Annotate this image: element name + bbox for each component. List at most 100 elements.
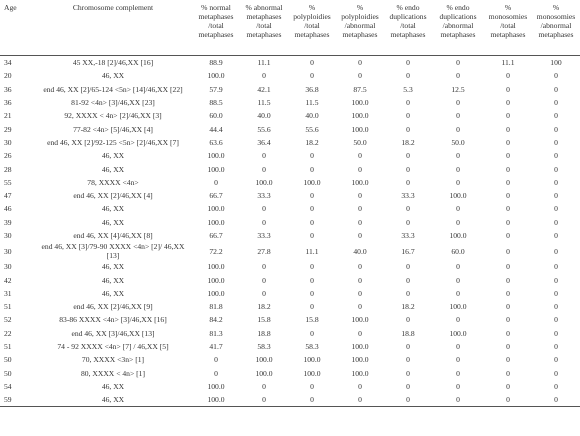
value-cell: 0: [358, 328, 362, 338]
age-cell: 30: [4, 262, 12, 272]
value-cell: 66.7: [209, 231, 223, 240]
value-cell: 0: [358, 71, 362, 81]
value-cell: 0: [554, 217, 558, 227]
complement-cell: 83-86 XXXX <4n> [3]/46,XX [16]: [59, 315, 167, 325]
value-cell: 60.0: [451, 246, 465, 256]
value-cell: 0: [506, 368, 510, 378]
value-cell: 18.2: [305, 137, 319, 147]
value-cell: 0: [214, 368, 218, 378]
value-cell: 18.8: [401, 328, 415, 338]
age-cell: 36: [4, 98, 12, 108]
table-row: 29 77-82 <4n> [5]/46,XX [4] 44.4 55.6 55.6 10…: [0, 122, 580, 135]
age-cell: 31: [4, 288, 12, 298]
value-cell: 100.0: [351, 124, 369, 134]
table-row: 36 end 46, XX [2]/65-124 <5n> [14]/46,XX …: [0, 83, 580, 96]
value-cell: 100.0: [207, 204, 225, 214]
age-cell: 50: [4, 368, 12, 378]
value-cell: 0: [554, 328, 558, 338]
value-cell: 0: [406, 151, 410, 161]
value-cell: 0: [310, 204, 314, 214]
age-cell: 51: [4, 302, 12, 312]
age-cell: 50: [4, 355, 12, 365]
table-row: 46 46, XX 100.0 0 0 0 0 0 0 0: [0, 202, 580, 215]
value-cell: 0: [406, 111, 410, 121]
value-cell: 0: [506, 111, 510, 121]
value-cell: 0: [384, 393, 432, 408]
value-cell: 0: [310, 275, 314, 285]
table-row: 28 46, XX 100.0 0 0 0 0 0 0 0: [0, 162, 580, 175]
value-cell: 0: [554, 137, 558, 147]
value-cell: 81.8: [209, 302, 223, 312]
value-cell: 100.0: [255, 368, 273, 378]
value-cell: 36.8: [305, 84, 319, 94]
value-cell: 0: [406, 177, 410, 187]
value-cell: 100.0: [303, 355, 321, 365]
value-cell: 0: [456, 381, 460, 391]
value-cell: 40.0: [305, 111, 319, 121]
value-cell: 0: [506, 164, 510, 174]
value-cell: 50.0: [353, 137, 367, 147]
header-row: Age Chromosome complement% normal metapha…: [0, 0, 580, 56]
value-cell: 11.1: [257, 58, 271, 68]
age-cell: 34: [4, 58, 12, 68]
complement-cell: 70, XXXX <3n> [1]: [81, 355, 145, 365]
value-cell: 11.5: [257, 98, 271, 108]
age-cell: 46: [4, 204, 12, 214]
value-cell: 0: [310, 381, 314, 391]
table-row: 30 end 46, XX [2]/92-125 <5n> [2]/46,XX […: [0, 136, 580, 149]
value-cell: 0: [506, 191, 510, 201]
value-cell: 100.0: [351, 111, 369, 121]
complement-cell: 81-92 <4n> [3]/46,XX [23]: [71, 98, 155, 108]
value-cell: 100.0: [351, 355, 369, 365]
complement-cell: end 46, XX [2]/92-125 <5n> [2]/46,XX [7]: [47, 137, 179, 147]
value-cell: 18.2: [401, 137, 415, 147]
complement-cell: 80, XXXX < 4n> [1]: [80, 368, 146, 378]
value-cell: 100.0: [207, 71, 225, 81]
value-cell: 0: [456, 98, 460, 108]
value-cell: 0: [358, 58, 362, 68]
value-cell: 0: [554, 164, 558, 174]
age-cell: 51: [4, 342, 12, 352]
value-cell: 100.0: [207, 381, 225, 391]
value-cell: 0: [554, 342, 558, 352]
value-cell: 0: [358, 381, 362, 391]
age-cell: 20: [4, 71, 12, 81]
table-row: 31 46, XX 100.0 0 0 0 0 0 0 0: [0, 287, 580, 300]
value-cell: 58.3: [305, 342, 319, 352]
value-cell: 0: [532, 393, 580, 408]
value-cell: 0: [456, 262, 460, 272]
column-header: % endo duplications /total metaphases: [384, 0, 432, 56]
value-cell: 0: [506, 151, 510, 161]
value-cell: 58.3: [257, 342, 271, 352]
table-row: 30 end 46, XX [3]/79-90 XXXX <4n> [2]/ 46…: [0, 242, 580, 260]
value-cell: 41.7: [209, 342, 223, 352]
complement-cell: 78, XXXX <4n>: [87, 177, 139, 187]
value-cell: 0: [554, 71, 558, 81]
value-cell: 0: [456, 151, 460, 161]
table-row: 20 46, XX 100.0 0 0 0 0 0 0 0: [0, 69, 580, 82]
age-cell: 30: [4, 231, 12, 240]
value-cell: 0: [506, 328, 510, 338]
value-cell: 0: [406, 124, 410, 134]
value-cell: 0: [358, 302, 362, 312]
table-row: 34 45 XX,-18 [2]/46,XX [16] 88.9 11.1 0 0 0 0 11…: [0, 56, 580, 70]
value-cell: 0: [406, 368, 410, 378]
value-cell: 0: [262, 151, 266, 161]
age-cell: 26: [4, 151, 12, 161]
value-cell: 0: [262, 381, 266, 391]
value-cell: 11.5: [305, 98, 319, 108]
value-cell: 0: [406, 315, 410, 325]
age-cell: 30: [4, 137, 12, 147]
table-row: 51 end 46, XX [2]/46,XX [9] 81.8 18.2 0 0 18.2…: [0, 300, 580, 313]
value-cell: 0: [310, 288, 314, 298]
value-cell: 0: [358, 217, 362, 227]
value-cell: 0: [262, 204, 266, 214]
value-cell: 0: [506, 137, 510, 147]
value-cell: 0: [506, 288, 510, 298]
column-header: Chromosome complement: [34, 0, 192, 56]
complement-cell: 46, XX: [101, 71, 125, 81]
value-cell: 0: [262, 71, 266, 81]
value-cell: 0: [554, 275, 558, 285]
table-body: 34 45 XX,-18 [2]/46,XX [16] 88.9 11.1 0 0 0 0 11…: [0, 56, 580, 408]
